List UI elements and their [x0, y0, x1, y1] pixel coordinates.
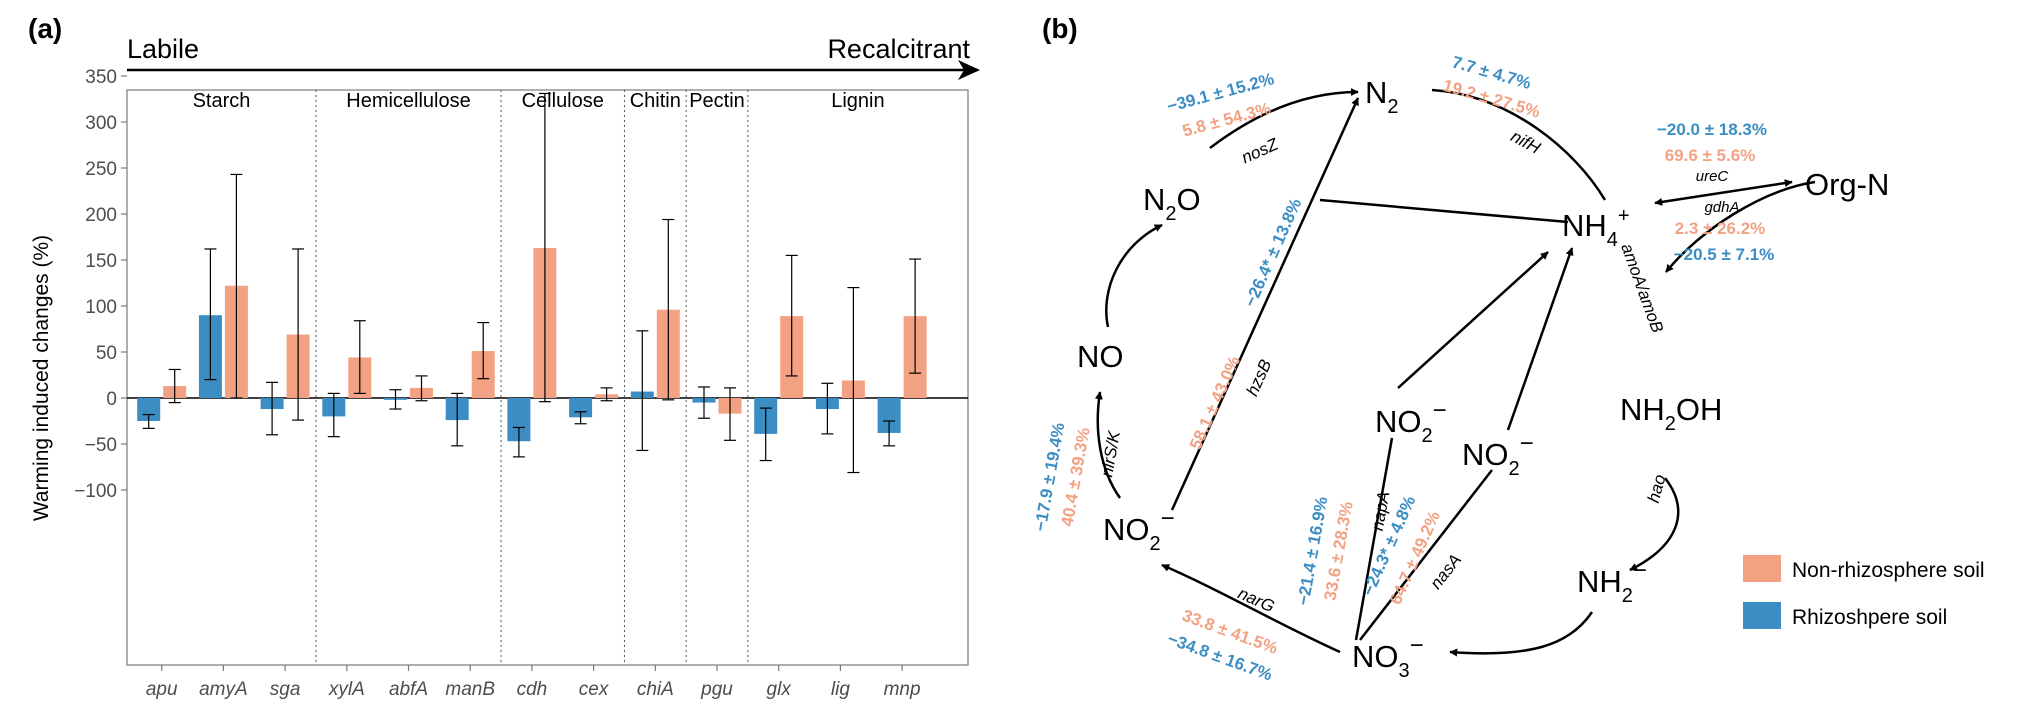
gene-nasa: nasA — [1426, 550, 1465, 592]
y-axis-label: Warming induced changes (%) — [30, 235, 53, 521]
x-tick-label: amyA — [199, 679, 248, 700]
x-tick-label: chiA — [637, 679, 674, 700]
arrow-no3-to-no2-left — [1161, 563, 1341, 654]
y-axis: −100 −50 0 50 100 150 200 250 300 350 — [74, 67, 127, 502]
plot-frame — [126, 89, 969, 666]
x-tick-label: glx — [767, 679, 793, 700]
legend-label-rhizosphere: Rhizoshpere soil — [1792, 606, 1947, 629]
gene-amoa: amoA/amoB — [1617, 241, 1667, 335]
gradient-right-label: Recalcitrant — [827, 34, 970, 64]
gene-nosz: nosZ — [1239, 134, 1282, 167]
x-tick-label: manB — [445, 679, 495, 700]
group-label: Starch — [193, 90, 251, 112]
value-urec-rhizo: −20.0 ± 18.3% — [1657, 120, 1767, 139]
change-values: −39.1 ± 15.2% 5.8 ± 54.3% 7.7 ± 4.7% 19.… — [1031, 52, 1775, 684]
y-tick-label: 350 — [85, 67, 117, 88]
gene-hao: hao — [1644, 472, 1670, 504]
x-tick-label: abfA — [389, 679, 428, 700]
error-bars — [142, 92, 922, 474]
line-n2-to-nh4 — [1431, 88, 1607, 201]
panel-a: (a) Labile Recalcitrant Starch Hemicellul… — [28, 13, 980, 700]
x-tick-label: sga — [270, 679, 301, 700]
bar — [507, 398, 531, 442]
group-labels: Starch Hemicellulose Cellulose Chitin Pectin… — [193, 90, 885, 112]
node-nh2: NH2− — [1577, 557, 1647, 607]
value-urec-non: 69.6 ± 5.6% — [1665, 146, 1756, 165]
x-axis: apu amyA sga xylA abfA manB cdh cex chiA pgu glx li… — [146, 665, 921, 700]
y-tick-label: 100 — [85, 297, 117, 318]
node-no2-left: NO2− — [1103, 505, 1175, 555]
x-tick-label: lig — [831, 679, 850, 700]
group-label: Hemicellulose — [346, 90, 471, 112]
bar — [569, 398, 593, 418]
x-tick-label: cdh — [517, 679, 548, 700]
group-dividers — [315, 90, 749, 665]
arrow-no2-mid-to-nh4 — [1397, 251, 1549, 389]
gene-nifh: nifH — [1508, 127, 1544, 158]
arrow-nh4-orgn — [1654, 179, 1793, 206]
y-tick-label: −50 — [85, 435, 117, 456]
arrow-no-to-n2o — [1105, 223, 1163, 328]
legend-swatch-rhizosphere — [1743, 602, 1781, 629]
line-anammox-to-nh4 — [1319, 198, 1569, 224]
panel-b-nitrogen-cycle: (b) N2 N2O NO NO2− NO2− — [1031, 13, 1985, 685]
value-gdha-rhizo: −20.5 ± 7.1% — [1674, 245, 1775, 264]
nodes: N2 N2O NO NO2− NO2− NO2− NO3− NH4+ NH2OH… — [1077, 75, 1889, 682]
group-label: Pectin — [689, 90, 745, 112]
y-tick-label: 50 — [96, 343, 117, 364]
x-tick-label: mnp — [884, 679, 921, 700]
legend-label-non-rhizosphere: Non-rhizosphere soil — [1792, 559, 1985, 582]
arrow-nh4-to-nh2oh — [1665, 180, 1816, 273]
node-n2o: N2O — [1143, 182, 1201, 225]
bars — [137, 248, 927, 442]
x-tick-label: pgu — [700, 679, 733, 700]
y-tick-label: 200 — [85, 205, 117, 226]
line-no3-to-no2-right — [1359, 469, 1493, 641]
legend: Non-rhizosphere soil Rhizoshpere soil — [1743, 555, 1985, 629]
y-tick-label: 0 — [106, 389, 117, 410]
y-tick-label: 300 — [85, 113, 117, 134]
node-no2-mid: NO2− — [1375, 397, 1447, 447]
gene-urec: ureC — [1696, 168, 1729, 185]
arrow-no2-right-to-nh4 — [1506, 247, 1574, 431]
panel-b-label: (b) — [1042, 13, 1078, 44]
group-label: Chitin — [630, 90, 681, 112]
y-tick-label: 150 — [85, 251, 117, 272]
arrow-nh2-to-no3 — [1449, 611, 1594, 657]
value-hzsb-non: 58.1 ± 43.0% — [1186, 353, 1244, 452]
bar — [877, 398, 901, 433]
gene-gdha: gdhA — [1704, 199, 1739, 216]
pathway-arrows — [1094, 88, 1816, 657]
node-no3: NO3− — [1352, 632, 1424, 682]
line-no3-to-no2-mid — [1354, 437, 1394, 641]
x-tick-label: xylA — [328, 679, 365, 700]
arrow-anammox-to-n2 — [1170, 97, 1360, 511]
gene-hzsb: hzsB — [1243, 357, 1276, 399]
arrow-no2-to-no — [1094, 391, 1122, 499]
node-no: NO — [1077, 339, 1124, 374]
node-nh2oh: NH2OH — [1620, 392, 1722, 435]
gradient-left-label: Labile — [127, 34, 199, 64]
arrow-nh2oh-to-nh2 — [1629, 477, 1680, 572]
gradient-arrowhead — [958, 60, 980, 80]
y-tick-label: 250 — [85, 159, 117, 180]
panel-a-label: (a) — [28, 13, 62, 44]
node-no2-right: NO2− — [1462, 430, 1534, 480]
node-org-n: Org-N — [1805, 167, 1889, 202]
bar — [137, 398, 161, 421]
group-label: Cellulose — [522, 90, 604, 112]
x-tick-label: apu — [146, 679, 178, 700]
arrow-n2o-to-n2 — [1209, 88, 1359, 149]
value-gdha-non: 2.3 ± 26.2% — [1675, 219, 1766, 238]
node-nh4: NH4+ — [1562, 205, 1630, 251]
legend-swatch-non-rhizosphere — [1743, 555, 1781, 582]
y-tick-label: −100 — [74, 481, 117, 502]
x-tick-label: cex — [579, 679, 610, 700]
value-hzsb-rhizo: −26.4* ± 13.8% — [1241, 196, 1306, 310]
node-n2: N2 — [1365, 75, 1399, 118]
group-label: Lignin — [831, 90, 884, 112]
gene-nirs: nirS/K — [1097, 429, 1124, 479]
